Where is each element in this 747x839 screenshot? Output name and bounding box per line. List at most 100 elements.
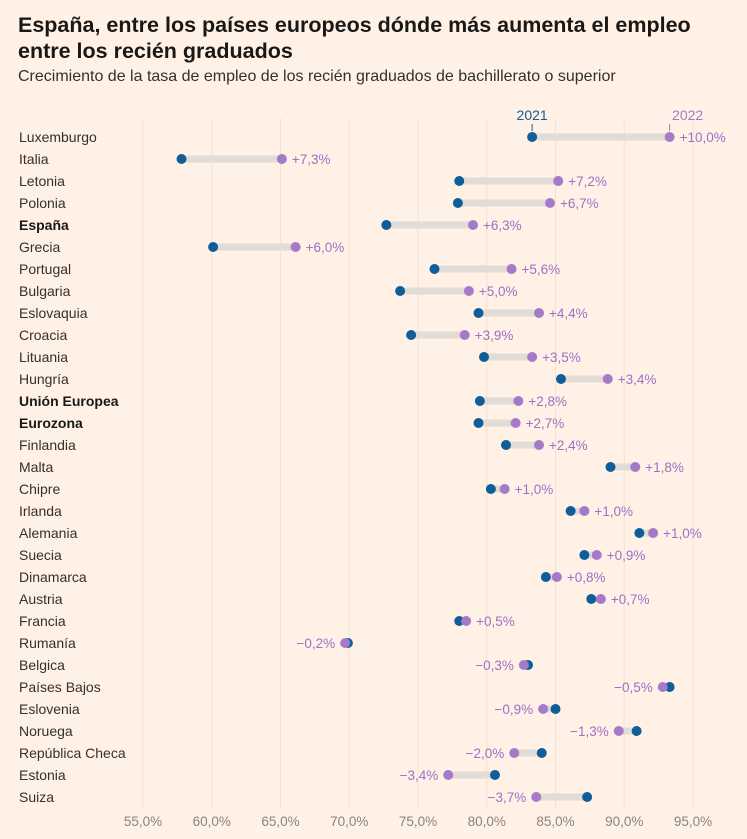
category-label: Luxemburgo — [19, 129, 97, 145]
category-label: Suiza — [19, 789, 54, 805]
point-2022 — [513, 396, 524, 406]
point-2022 — [527, 352, 538, 362]
category-label: España — [19, 217, 69, 233]
category-label: Unión Europea — [19, 393, 119, 409]
x-tick-label: 65,0% — [261, 814, 299, 829]
x-tick-label: 80,0% — [468, 814, 506, 829]
change-label: +3,9% — [475, 328, 514, 343]
change-label: +2,7% — [526, 416, 565, 431]
point-2022 — [595, 594, 606, 604]
point-2021 — [556, 374, 566, 384]
point-2021 — [454, 616, 465, 626]
change-label: +6,7% — [560, 196, 599, 211]
category-label: Eurozona — [19, 415, 83, 431]
point-2021 — [452, 198, 463, 208]
category-label: Portugal — [19, 261, 71, 277]
change-label: +7,2% — [568, 174, 607, 189]
category-label: Bulgaria — [19, 283, 71, 299]
point-2022 — [613, 726, 624, 736]
change-label: +1,0% — [515, 482, 554, 497]
point-2021 — [501, 440, 511, 450]
category-label: Polonia — [19, 195, 66, 211]
point-2021 — [429, 264, 440, 274]
change-label: −0,5% — [614, 680, 653, 695]
change-label: +1,0% — [594, 504, 633, 519]
x-tick-label: 75,0% — [399, 814, 437, 829]
change-label: −3,4% — [400, 768, 439, 783]
category-label: Rumanía — [19, 635, 76, 651]
point-2021 — [586, 594, 597, 604]
change-label: −0,2% — [296, 636, 335, 651]
change-label: +2,8% — [528, 394, 567, 409]
change-label: +0,8% — [567, 570, 606, 585]
point-2022 — [461, 616, 472, 626]
point-2021 — [605, 462, 616, 472]
category-label: Malta — [19, 459, 53, 475]
point-2022 — [518, 660, 529, 670]
category-label: Letonia — [19, 173, 65, 189]
point-2021 — [631, 726, 642, 736]
category-label: Irlanda — [19, 503, 62, 519]
category-label: Estonia — [19, 767, 66, 783]
x-tick-label: 60,0% — [193, 814, 231, 829]
change-label: +1,8% — [645, 460, 684, 475]
point-2022 — [545, 198, 555, 208]
point-2021 — [381, 220, 392, 230]
point-2021 — [473, 418, 484, 428]
point-2021 — [540, 572, 551, 582]
category-label: Dinamarca — [19, 569, 87, 585]
category-label: Países Bajos — [19, 679, 101, 695]
point-2022 — [510, 418, 521, 428]
point-2022 — [602, 374, 613, 384]
category-label: Eslovenia — [19, 701, 80, 717]
point-2021 — [634, 528, 645, 538]
category-label: Italia — [19, 151, 49, 167]
change-label: +5,0% — [479, 284, 518, 299]
point-2021 — [664, 682, 675, 692]
point-2022 — [657, 682, 668, 692]
change-label: +0,7% — [611, 592, 650, 607]
change-label: +0,5% — [476, 614, 515, 629]
point-2022 — [290, 242, 301, 252]
point-2021 — [474, 396, 485, 406]
change-label: +5,6% — [522, 262, 561, 277]
category-label: Suecia — [19, 547, 62, 563]
point-2022 — [443, 770, 454, 780]
point-2022 — [648, 528, 659, 538]
category-label: Finlandia — [19, 437, 76, 453]
category-label: Francia — [19, 613, 66, 629]
point-2022 — [534, 440, 544, 450]
chart-subtitle: Crecimiento de la tasa de empleo de los … — [18, 68, 616, 85]
point-2021 — [406, 330, 417, 340]
point-2022 — [509, 748, 520, 758]
category-label: Austria — [19, 591, 63, 607]
point-2021 — [582, 792, 593, 802]
point-2021 — [208, 242, 219, 252]
point-2022 — [579, 506, 590, 516]
x-tick-label: 90,0% — [605, 814, 643, 829]
category-label: Lituania — [19, 349, 68, 365]
change-label: +6,0% — [306, 240, 345, 255]
legend-2021-label: 2021 — [517, 107, 548, 123]
point-2021 — [176, 154, 187, 164]
category-label: República Checa — [19, 745, 126, 761]
category-label: Noruega — [19, 723, 73, 739]
point-2022 — [664, 132, 675, 142]
point-2021 — [454, 176, 465, 186]
change-label: +3,5% — [542, 350, 581, 365]
category-label: Alemania — [19, 525, 78, 541]
point-2022 — [551, 572, 562, 582]
category-label: Grecia — [19, 239, 60, 255]
point-2022 — [630, 462, 641, 472]
change-label: +7,3% — [292, 152, 331, 167]
change-label: +0,9% — [607, 548, 646, 563]
category-label: Eslovaquia — [19, 305, 88, 321]
category-label: Croacia — [19, 327, 67, 343]
change-label: +6,3% — [483, 218, 522, 233]
change-label: +10,0% — [680, 130, 726, 145]
point-2022 — [553, 176, 564, 186]
point-2021 — [490, 770, 500, 780]
point-2022 — [538, 704, 549, 714]
change-label: +4,4% — [549, 306, 588, 321]
point-2021 — [527, 132, 538, 142]
